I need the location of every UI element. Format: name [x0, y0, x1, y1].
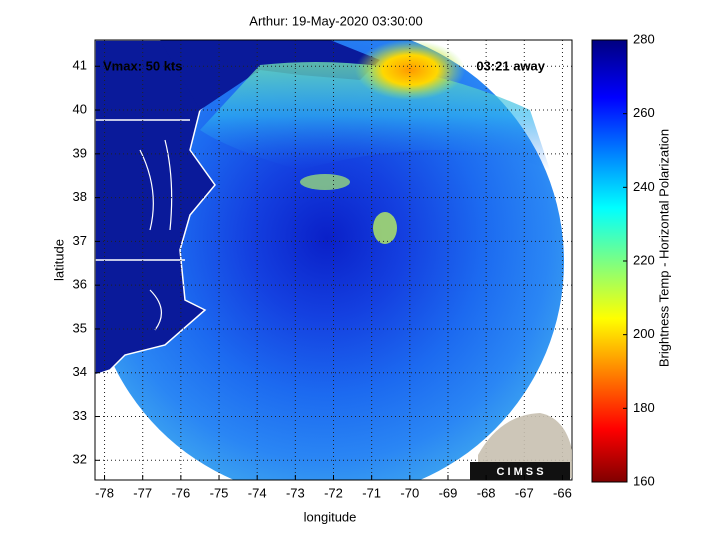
y-tick-label: 39 [73, 145, 87, 160]
x-axis-label: longitude [304, 509, 357, 524]
colorbar-tick-label: 180 [633, 400, 655, 415]
y-tick-label: 35 [73, 320, 87, 335]
x-tick-label: -67 [515, 485, 534, 500]
logo-text: C I M S S [496, 466, 543, 478]
y-axis-label: latitude [51, 239, 66, 281]
x-tick-label: -71 [362, 485, 381, 500]
colorbar-tick-label: 240 [633, 179, 655, 194]
x-tick-label: -74 [248, 485, 267, 500]
y-tick-label: 36 [73, 277, 87, 292]
x-tick-label: -70 [400, 485, 419, 500]
y-tick-label: 37 [73, 233, 87, 248]
logo: C I M S S [470, 413, 572, 480]
x-tick-label: -69 [439, 485, 458, 500]
y-tick-label: 33 [73, 408, 87, 423]
x-tick-label: -66 [553, 485, 572, 500]
colorbar-tick-label: 160 [633, 473, 655, 488]
x-tick-label: -78 [95, 485, 114, 500]
colorbar-label: Brightness Temp - Horizontal Polarizatio… [656, 129, 671, 367]
annotation: 03:21 away [476, 58, 545, 73]
x-tick-label: -73 [286, 485, 305, 500]
colorbar-tick-label: 280 [633, 31, 655, 46]
colorbar-tick-label: 260 [633, 105, 655, 120]
x-tick-label: -75 [210, 485, 229, 500]
colorbar-tick-label: 200 [633, 326, 655, 341]
satellite-image [95, 40, 564, 480]
colorbar [591, 39, 628, 483]
y-tick-label: 38 [73, 189, 87, 204]
title: Arthur: 19-May-2020 03:30:00 [249, 13, 422, 28]
x-tick-label: -68 [477, 485, 496, 500]
colorbar-tick-label: 220 [633, 252, 655, 267]
annotation: Vmax: 50 kts [103, 58, 183, 73]
x-tick-label: -77 [133, 485, 152, 500]
y-tick-label: 41 [73, 58, 87, 73]
x-tick-label: -76 [171, 485, 190, 500]
grid [95, 40, 572, 480]
y-tick-label: 34 [73, 364, 87, 379]
x-tick-label: -72 [324, 485, 343, 500]
y-tick-label: 32 [73, 452, 87, 467]
y-tick-label: 40 [73, 101, 87, 116]
